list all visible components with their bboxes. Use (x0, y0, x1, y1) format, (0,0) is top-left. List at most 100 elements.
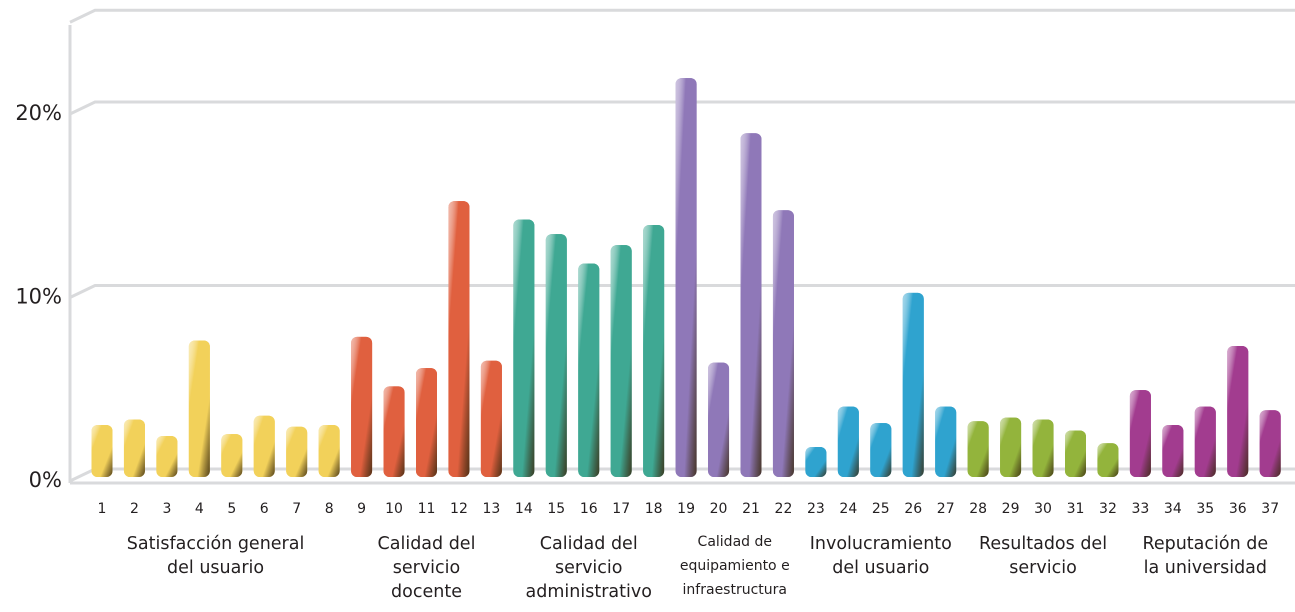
bar-shading (643, 224, 665, 477)
x-tick-label: 11 (418, 501, 436, 517)
bar-shading (837, 406, 859, 477)
x-tick-label: 30 (1034, 501, 1052, 517)
bar-shading (221, 434, 243, 477)
y-tick-label: 0% (29, 468, 62, 492)
bar-shading (156, 435, 178, 477)
bar-shading (351, 336, 373, 477)
bar-shading (1259, 410, 1281, 477)
group-label: infraestructura (683, 582, 787, 598)
bar-shading (318, 424, 340, 477)
group-label: Calidad del (540, 534, 638, 554)
x-tick-label: 8 (325, 501, 334, 517)
bar-shading (1227, 346, 1249, 477)
bar-shading (1097, 443, 1119, 477)
bar-shading (902, 292, 924, 477)
x-tick-label: 32 (1099, 501, 1117, 517)
x-tick-label: 16 (580, 501, 598, 517)
bar-shading (1065, 430, 1086, 477)
x-tick-label: 26 (904, 501, 922, 517)
x-tick-label: 13 (482, 501, 500, 517)
group-label: servicio (393, 558, 461, 578)
group-label: docente (391, 582, 462, 602)
x-tick-label: 20 (710, 501, 728, 517)
x-tick-label: 9 (357, 501, 366, 517)
bars (91, 78, 1281, 478)
y-tick-label: 10% (15, 285, 62, 309)
x-tick-label: 10 (385, 501, 403, 517)
x-tick-label: 36 (1229, 501, 1247, 517)
bar-shading (772, 210, 794, 477)
x-tick-label: 35 (1196, 501, 1214, 517)
bar-shading (805, 446, 827, 477)
x-tick-label: 34 (1164, 501, 1182, 517)
bar-shading (416, 368, 437, 477)
x-tick-label: 31 (1067, 501, 1085, 517)
x-tick-label: 3 (162, 501, 171, 517)
x-tick-label: 37 (1261, 501, 1279, 517)
group-label: la universidad (1144, 558, 1267, 578)
x-tick-label: 29 (1002, 501, 1020, 517)
x-tick-label: 2 (130, 501, 139, 517)
x-axis: 1 2 3 4 5 6 7 8 9 10 11 12 13 14 15 16 17 18 19 20 21 22 23 24 2… (98, 501, 1280, 517)
group-label: del usuario (167, 558, 264, 578)
bar-shading (480, 360, 502, 477)
bar-shading (740, 133, 762, 477)
group-label: Resultados del (979, 534, 1107, 554)
group-label: Reputación de (1142, 534, 1268, 554)
group-label: administrativo (526, 582, 652, 602)
bar-shading (870, 423, 892, 477)
bar-shading (383, 386, 405, 477)
group-labels: Satisfacción general del usuario Calidad d… (127, 534, 1268, 602)
group-label: equipamiento e (680, 558, 790, 574)
x-tick-label: 24 (839, 501, 857, 517)
bar-shading (123, 419, 145, 477)
bar-shading (935, 406, 957, 477)
x-tick-label: 17 (612, 501, 630, 517)
bar-shading (967, 421, 989, 477)
bar-shading (1129, 390, 1151, 477)
bar-shading (1032, 419, 1054, 477)
x-tick-label: 7 (292, 501, 301, 517)
bar-shading (675, 78, 697, 478)
x-tick-label: 23 (807, 501, 825, 517)
x-tick-label: 14 (515, 501, 533, 517)
bar-shading (1162, 424, 1184, 477)
bar-shading (188, 340, 210, 477)
bar-shading (448, 201, 470, 477)
gridline (69, 8, 1295, 24)
x-tick-label: 6 (260, 501, 269, 517)
x-tick-label: 27 (937, 501, 955, 517)
x-tick-label: 1 (98, 501, 107, 517)
bar-shading (1000, 417, 1022, 477)
x-tick-label: 15 (547, 501, 565, 517)
bar-shading (545, 234, 567, 477)
x-tick-label: 28 (969, 501, 987, 517)
x-tick-label: 21 (742, 501, 760, 517)
group-label: Involucramiento (810, 534, 952, 554)
bar-shading (91, 424, 113, 477)
bar-shading (578, 263, 600, 477)
x-tick-label: 33 (1131, 501, 1149, 517)
bar-shading (286, 426, 308, 477)
x-tick-label: 18 (645, 501, 663, 517)
group-label: Calidad del (378, 534, 476, 554)
bar-shading (610, 245, 632, 477)
x-tick-label: 25 (872, 501, 890, 517)
y-tick-label: 20% (15, 101, 62, 125)
y-axis: 0% 10% 20% (15, 101, 62, 492)
group-label: Calidad de (698, 534, 772, 550)
group-label: del usuario (832, 558, 929, 578)
x-tick-label: 12 (450, 501, 468, 517)
group-label: servicio (555, 558, 623, 578)
bar-shading (708, 362, 730, 477)
bar-shading (513, 219, 535, 477)
x-tick-label: 19 (677, 501, 695, 517)
x-tick-label: 22 (775, 501, 793, 517)
bar-shading (1194, 406, 1216, 477)
gridline (69, 100, 1295, 116)
x-tick-label: 5 (227, 501, 236, 517)
group-label: Satisfacción general (127, 534, 305, 554)
bar-shading (253, 415, 275, 477)
group-label: servicio (1009, 558, 1077, 578)
